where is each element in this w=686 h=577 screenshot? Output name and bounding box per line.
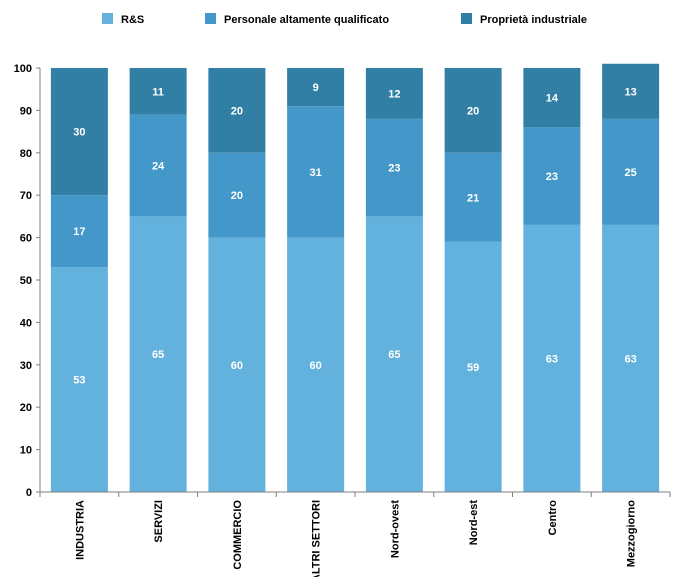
bar-segment bbox=[523, 127, 581, 225]
x-axis: INDUSTRIA SERVIZI COMMERCIO ALTRI SETTORI No… bbox=[39, 491, 671, 577]
category-label: Mezzogiorno bbox=[626, 500, 638, 567]
data-label: 65 bbox=[388, 349, 400, 361]
bar-segment bbox=[444, 152, 502, 242]
data-label: 31 bbox=[310, 167, 322, 179]
bar-segment bbox=[365, 216, 423, 492]
legend: R&S Personale altamente qualificato Propri… bbox=[102, 13, 587, 26]
data-label: 23 bbox=[546, 171, 558, 183]
data-label: 21 bbox=[467, 192, 479, 204]
y-tick-label: 90 bbox=[20, 105, 32, 117]
bar-segment bbox=[287, 237, 345, 492]
y-tick-label: 30 bbox=[20, 360, 32, 372]
category-label: Nord-ovest bbox=[389, 500, 401, 558]
y-tick-label: 70 bbox=[20, 190, 32, 202]
y-tick-label: 100 bbox=[14, 63, 32, 75]
bar-segment bbox=[523, 68, 581, 128]
bar-segment bbox=[287, 106, 345, 238]
bar-segment bbox=[365, 68, 423, 119]
legend-label-3: Proprietà industriale bbox=[480, 14, 587, 26]
y-axis: 0 10 20 30 40 50 60 70 80 90 100 bbox=[14, 63, 41, 499]
category-label: Nord-est bbox=[468, 500, 480, 546]
data-label: 20 bbox=[231, 105, 243, 117]
category-label: SERVIZI bbox=[153, 500, 165, 543]
legend-label-1: R&S bbox=[121, 14, 144, 26]
data-label: 63 bbox=[625, 353, 637, 365]
category-label: ALTRI SETTORI bbox=[311, 500, 323, 577]
y-tick-label: 50 bbox=[20, 275, 32, 287]
data-label: 9 bbox=[313, 82, 319, 94]
bar-segment bbox=[602, 63, 660, 119]
bar-segment bbox=[523, 224, 581, 492]
data-label: 63 bbox=[546, 353, 558, 365]
bar-segment bbox=[602, 118, 660, 225]
bar-segment bbox=[444, 68, 502, 153]
bar-segment bbox=[365, 118, 423, 217]
legend-swatch-1 bbox=[102, 13, 113, 24]
bar-segment bbox=[50, 195, 108, 268]
y-tick-label: 40 bbox=[20, 317, 32, 329]
data-label: 65 bbox=[152, 349, 164, 361]
data-label: 30 bbox=[73, 127, 85, 139]
category-label: INDUSTRIA bbox=[74, 500, 86, 560]
data-label: 25 bbox=[625, 167, 637, 179]
data-label: 24 bbox=[152, 161, 165, 173]
bar-segment bbox=[50, 68, 108, 196]
bar-segment bbox=[129, 68, 187, 115]
y-tick-label: 0 bbox=[26, 487, 32, 499]
bar-segment bbox=[208, 152, 266, 238]
bar-segment bbox=[129, 114, 187, 217]
data-label: 12 bbox=[388, 88, 400, 100]
bar-segment bbox=[287, 68, 345, 107]
data-label: 59 bbox=[467, 362, 479, 374]
bar-segment bbox=[602, 224, 660, 492]
bar-segment bbox=[208, 237, 266, 492]
category-label: Centro bbox=[547, 500, 559, 536]
data-label: 17 bbox=[73, 226, 85, 238]
data-label: 60 bbox=[231, 360, 243, 372]
bar-segment bbox=[129, 216, 187, 492]
bar-segment bbox=[444, 241, 502, 492]
legend-label-2: Personale altamente qualificato bbox=[224, 14, 389, 26]
data-label: 11 bbox=[152, 86, 164, 98]
data-label: 20 bbox=[467, 105, 479, 117]
legend-swatch-3 bbox=[461, 13, 472, 24]
data-label: 53 bbox=[73, 375, 85, 387]
data-label: 60 bbox=[310, 360, 322, 372]
data-label: 23 bbox=[388, 163, 400, 175]
bar-segment bbox=[208, 68, 266, 153]
y-tick-label: 20 bbox=[20, 402, 32, 414]
y-tick-label: 10 bbox=[20, 445, 32, 457]
data-label: 20 bbox=[231, 190, 243, 202]
data-label: 14 bbox=[546, 93, 559, 105]
data-label: 13 bbox=[625, 86, 637, 98]
y-tick-label: 80 bbox=[20, 148, 32, 160]
bar-segment bbox=[50, 267, 108, 492]
legend-swatch-2 bbox=[205, 13, 216, 24]
category-label: COMMERCIO bbox=[232, 500, 244, 570]
y-tick-label: 60 bbox=[20, 233, 32, 245]
bars: 53 17 30 65 24 11 60 20 20 60 31 9 65 23 12 59 21 20 63 23 1… bbox=[50, 63, 660, 492]
